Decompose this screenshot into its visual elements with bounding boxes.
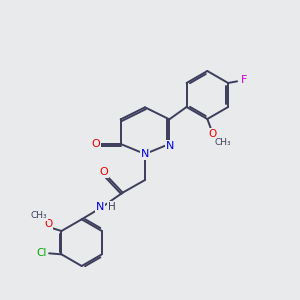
Text: N: N <box>141 149 149 159</box>
Text: O: O <box>91 139 100 149</box>
Text: CH₃: CH₃ <box>31 211 47 220</box>
Text: O: O <box>209 129 217 139</box>
Text: O: O <box>44 219 52 229</box>
Text: H: H <box>108 202 116 212</box>
Text: F: F <box>241 75 247 85</box>
Text: CH₃: CH₃ <box>215 138 231 147</box>
Text: O: O <box>99 167 108 177</box>
Text: N: N <box>96 202 104 212</box>
Text: Cl: Cl <box>36 248 46 258</box>
Text: N: N <box>166 141 174 151</box>
